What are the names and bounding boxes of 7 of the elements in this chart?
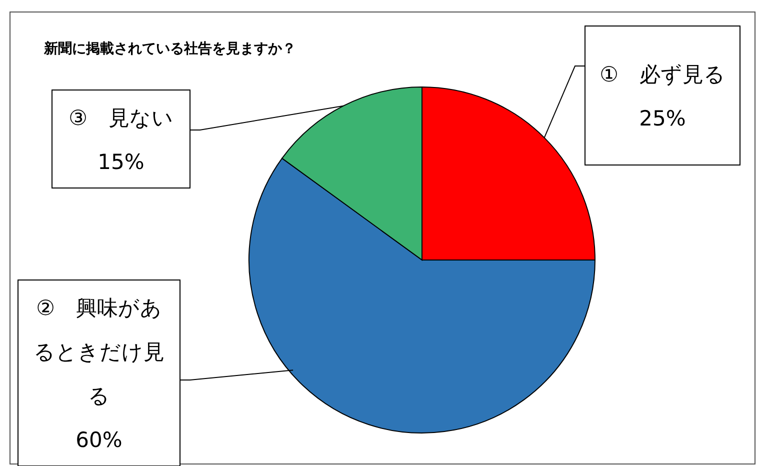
- slice-label: ② 興味があるときだけ見る: [34, 296, 164, 408]
- data-label: 60%: [76, 428, 122, 452]
- slice-label: ① 必ず見る: [600, 62, 726, 86]
- data-label: 15%: [98, 150, 144, 174]
- data-label: 25%: [639, 106, 686, 130]
- slice-label: ③ 見ない: [68, 106, 174, 130]
- chart-title: 新聞に掲載されている社告を見ますか？: [43, 40, 296, 57]
